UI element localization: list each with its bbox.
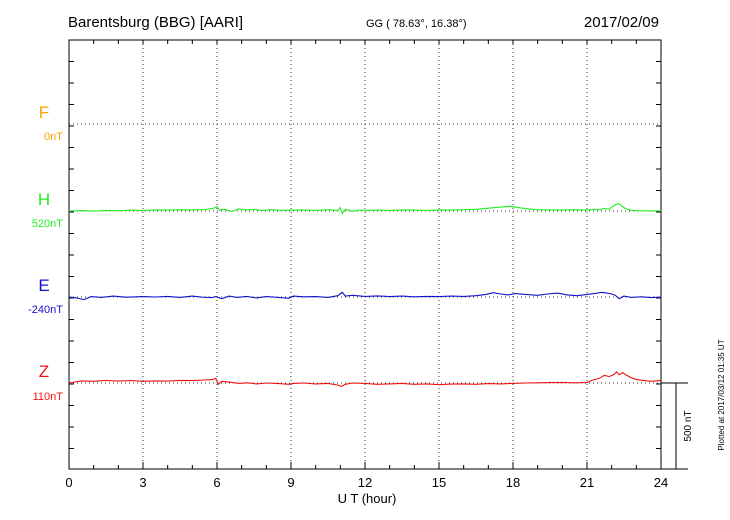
series-name-z: Z — [39, 362, 49, 381]
x-tick-label: 12 — [358, 475, 372, 490]
series-labels: F 0nT H 520nT E -240nT Z 110nT — [28, 103, 63, 403]
series-baseline-e: -240nT — [28, 304, 63, 316]
series-line-h — [68, 203, 662, 215]
x-axis-label: U T (hour) — [338, 491, 397, 506]
plotted-note: Plotted at 2017/03/12 01:35 UT — [717, 339, 726, 450]
x-tick-label: 15 — [432, 475, 446, 490]
series-lines — [68, 203, 662, 388]
x-tick-label: 6 — [213, 475, 220, 490]
x-ticks: 0 3 6 9 12 15 18 21 24 — [65, 39, 668, 490]
series-name-e: E — [38, 276, 49, 295]
scale-bar: 500 nT — [661, 382, 694, 470]
x-tick-label: 0 — [65, 475, 72, 490]
grid-lines — [69, 40, 661, 469]
x-tick-label: 9 — [287, 475, 294, 490]
date-label: 2017/02/09 — [584, 14, 659, 31]
series-name-f: F — [39, 103, 49, 122]
x-tick-label: 21 — [580, 475, 594, 490]
x-tick-label: 3 — [139, 475, 146, 490]
series-line-z — [68, 370, 662, 388]
station-title: Barentsburg (BBG) [AARI] — [68, 14, 243, 31]
x-tick-label: 18 — [506, 475, 520, 490]
series-baseline-h: 520nT — [32, 218, 63, 230]
scale-bar-label: 500 nT — [683, 410, 694, 441]
coords-label: GG ( 78.63°, 16.38°) — [366, 18, 467, 30]
x-tick-label: 24 — [654, 475, 668, 490]
series-baseline-z: 110nT — [33, 391, 64, 403]
series-name-h: H — [38, 190, 50, 209]
series-line-e — [68, 291, 662, 301]
series-baseline-f: 0nT — [44, 131, 63, 143]
